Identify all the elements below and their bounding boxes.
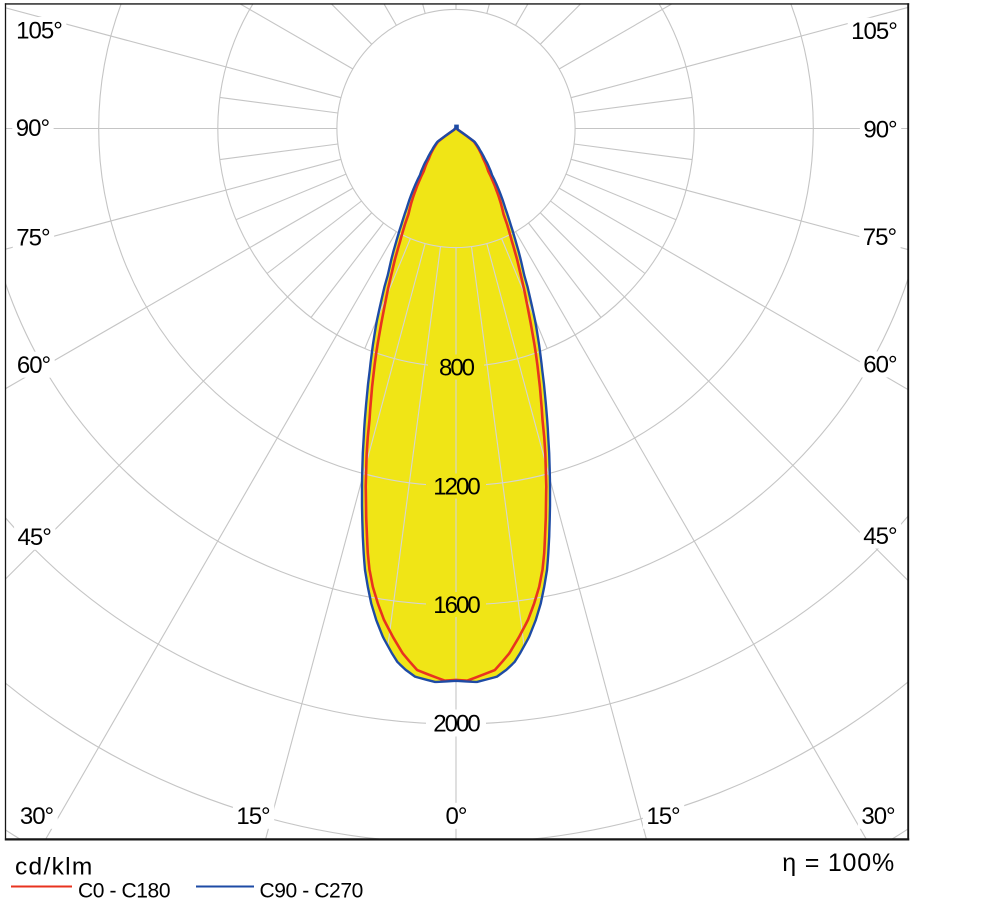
svg-text:0°: 0° (446, 803, 467, 830)
svg-text:C0 - C180: C0 - C180 (78, 880, 170, 903)
svg-text:75°: 75° (863, 224, 897, 251)
svg-text:cd/klm: cd/klm (15, 854, 94, 881)
svg-text:105°: 105° (851, 18, 897, 45)
svg-text:60°: 60° (17, 352, 51, 379)
svg-text:η = 100%: η = 100% (782, 849, 895, 877)
svg-text:75°: 75° (16, 225, 50, 252)
svg-text:45°: 45° (863, 523, 897, 550)
svg-text:2000: 2000 (433, 710, 480, 737)
svg-text:30°: 30° (861, 803, 895, 830)
svg-text:90°: 90° (863, 116, 897, 143)
svg-text:105°: 105° (16, 17, 62, 44)
svg-text:15°: 15° (236, 803, 270, 830)
svg-text:800: 800 (439, 354, 475, 381)
svg-text:60°: 60° (863, 352, 897, 379)
svg-text:30°: 30° (20, 803, 54, 830)
svg-text:45°: 45° (18, 524, 52, 551)
svg-text:1200: 1200 (433, 473, 480, 500)
svg-text:90°: 90° (16, 115, 50, 142)
svg-text:15°: 15° (646, 803, 680, 830)
svg-text:C90 - C270: C90 - C270 (260, 880, 363, 903)
svg-text:1600: 1600 (433, 592, 480, 619)
